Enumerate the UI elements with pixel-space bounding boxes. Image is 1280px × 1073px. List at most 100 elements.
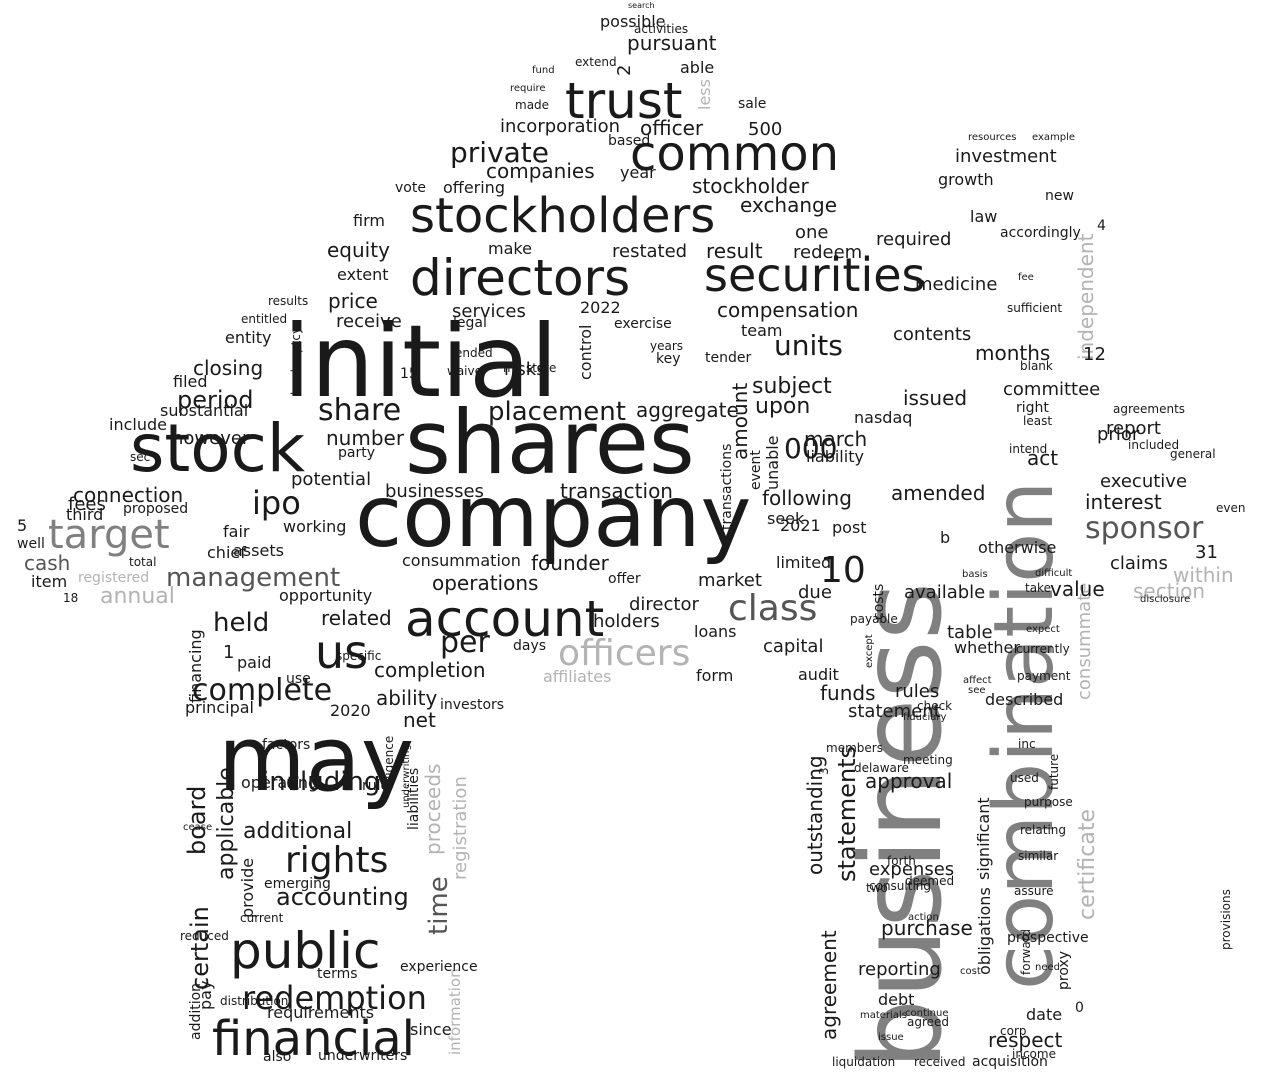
word-days: days [513,638,546,654]
word-transaction: transaction [560,479,673,503]
word-per: per [440,625,491,660]
word-form: form [696,666,733,685]
word-tender: tender [705,350,751,366]
word-based: based [608,133,650,149]
word-capital: capital [763,636,823,657]
word-specific: specific [336,649,381,663]
word-cease: cease [183,822,212,833]
word-outstanding: outstanding [803,755,827,875]
word-income: income [1012,1047,1056,1061]
word-compensation: compensation [717,298,858,322]
word-sale: sale [738,96,766,112]
word-provide: provide [238,858,257,918]
word-include: include [109,415,167,434]
word-following: following [762,486,852,510]
word-similar: similar [1018,849,1058,863]
word-vote: vote [395,180,426,196]
word-statement: statement [848,701,941,722]
word-5: 5 [17,516,27,535]
word-intend: intend [1009,442,1047,456]
word-one: one [795,222,829,243]
word-fair: fair [223,522,250,541]
word-nasdaq: nasdaq [854,408,912,427]
word-closing: closing [193,356,263,380]
word-proxy: proxy [1056,951,1072,990]
word-waiver: waiver [447,364,487,378]
word-able: able [680,58,714,77]
word-addition: addition [188,983,204,1040]
word-price: price [328,289,378,313]
word-shares: shares [405,391,695,494]
word-operating: operating [241,773,318,792]
word-report: report [1106,418,1161,439]
word-0: 0 [1075,1000,1084,1016]
word-securities: securities [704,248,926,302]
word-right: right [1016,400,1049,416]
word-receive: receive [336,311,402,332]
word-opportunity: opportunity [279,586,372,605]
word-private: private [450,136,549,169]
word-terms: terms [317,966,358,982]
word-sponsor: sponsor [1085,511,1204,546]
word-investment: investment [955,146,1057,167]
word-provisions: provisions [1219,889,1233,950]
word-management: management [166,563,340,593]
word-connection: connection [73,483,183,507]
word-third: third [66,505,103,524]
word-redemption: redemption [242,979,427,1017]
word-subject: subject [752,374,832,399]
word-registration: registration [450,776,471,880]
word-make: make [488,239,532,258]
word-require: require [510,83,546,94]
word-continue: continue [905,1008,948,1019]
word-even: even [1216,501,1245,515]
word-prospective: prospective [1007,930,1089,946]
word-2: 2 [614,65,635,76]
word-entity: entity [225,328,271,347]
word-offer: offer [608,571,641,587]
word-registered: registered [78,570,149,586]
word-materials: materials [860,1010,907,1021]
word-aggregate: aggregate [636,398,739,422]
word-event: event [748,450,764,490]
word-audit: audit [798,665,839,684]
word-information: information [446,968,464,1055]
word-companies: companies [486,159,595,183]
word-mr: mr [503,361,520,375]
word-affect: affect [963,675,992,686]
word-due: due [798,582,832,603]
word-board: board [183,786,211,855]
word-debt: debt [878,990,914,1009]
word-affiliates: affiliates [543,667,611,686]
word-payment: payment [1017,669,1071,683]
word-section: section [1133,579,1205,603]
word-well: well [17,536,45,552]
word-forth: forth [887,854,916,868]
word-fees: fees [68,494,106,515]
word-4: 4 [1097,218,1106,234]
word-rules: rules [895,681,939,702]
word-consulting: consulting [869,879,931,893]
word-annual: annual [100,584,175,609]
word-assure: assure [1014,884,1054,898]
word-director: director [629,594,699,615]
word-delaware: delaware [854,761,909,775]
word-payable: payable [850,612,898,626]
word-chief: chief [207,543,246,562]
word-company: company [355,467,751,567]
word-blank: blank [1020,359,1053,373]
word-key: key [656,351,681,367]
word-redeem: redeem [793,242,862,263]
word-services: services [452,301,526,322]
word-team: team [741,321,783,340]
word-officers: officers [558,633,690,674]
word-resources: resources [968,132,1016,143]
word-cash: cash [24,551,70,575]
word-contents: contents [893,324,971,345]
word-diligence: diligence [382,736,396,790]
word-obligations: obligations [975,887,994,975]
word-emerging: emerging [264,876,331,892]
word-date: date [1026,1005,1062,1024]
word-sec: sec [130,450,150,464]
